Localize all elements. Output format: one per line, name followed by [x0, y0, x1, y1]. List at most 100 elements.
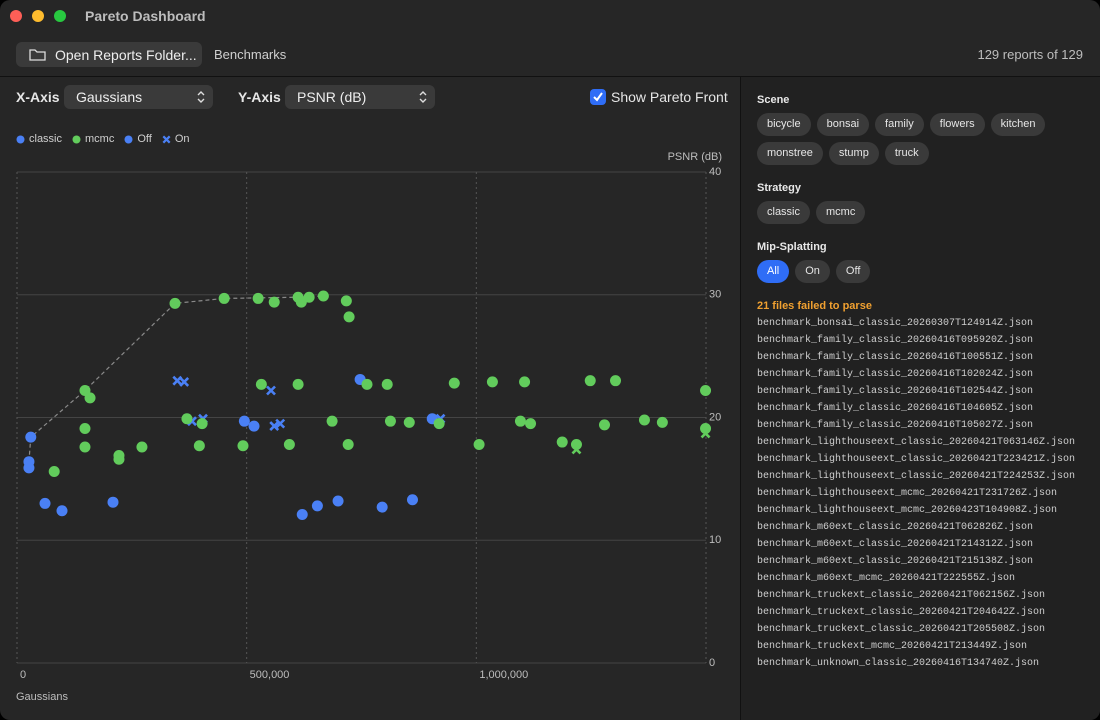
x-axis-select[interactable]: Gaussians [64, 85, 213, 109]
filter-chip[interactable]: All [757, 260, 790, 283]
error-file: benchmark_family_classic_20260416T105027… [757, 420, 1034, 431]
filter-chip[interactable]: monstree [757, 142, 823, 165]
mip-chips: All On Off [757, 260, 1077, 283]
legend-item: mcmc [72, 133, 114, 145]
point [179, 376, 190, 387]
point [403, 416, 415, 428]
point [525, 418, 537, 430]
pareto-checkbox[interactable] [590, 89, 606, 105]
x-axis-title: Gaussians [16, 691, 68, 703]
x-tick-label: 500,000 [250, 669, 290, 681]
error-file: benchmark_family_classic_20260416T102544… [757, 386, 1034, 397]
y-tick-label: 30 [709, 289, 721, 301]
select-value: Gaussians [76, 89, 143, 105]
legend-marker-shape [72, 135, 81, 143]
y-axis-title: PSNR (dB) [668, 151, 722, 163]
point [610, 375, 622, 387]
point [266, 385, 276, 396]
point [181, 413, 193, 425]
legend-marker [72, 135, 81, 143]
filter-chip[interactable]: bonsai [816, 113, 870, 136]
point [381, 378, 393, 390]
filter-chip[interactable]: stump [828, 142, 879, 165]
x-tick-label: 0 [20, 669, 26, 681]
point [433, 418, 445, 430]
point [340, 295, 352, 307]
window-title: Pareto Dashboard [85, 8, 206, 24]
point [700, 428, 711, 439]
report-count: 129 reports of 129 [977, 47, 1083, 62]
legend-label: Off [137, 133, 152, 145]
zoom-button[interactable] [54, 10, 66, 22]
strategy-chips: classic mcmc [757, 201, 1077, 224]
error-file: benchmark_lighthouseext_mcmc_20260423T10… [757, 505, 1058, 516]
error-file: benchmark_m60ext_classic_20260421T214312… [757, 539, 1034, 550]
point [295, 296, 307, 308]
error-file: benchmark_lighthouseext_mcmc_20260421T23… [757, 488, 1058, 499]
chevron [197, 91, 205, 103]
point [218, 292, 230, 304]
open-folder-button[interactable]: Open Reports Folder... [16, 42, 202, 67]
filter-chip[interactable]: bicycle [757, 113, 811, 136]
error-file: benchmark_m60ext_mcmc_20260421T222555Z.j… [757, 573, 1016, 584]
point [107, 496, 119, 508]
point [638, 414, 650, 426]
legend-item: classic [16, 133, 62, 145]
legend-item: On [162, 133, 190, 145]
legend-item: Off [124, 133, 152, 145]
error-file: benchmark_truckext_mcmc_20260421T213449Z… [757, 641, 1028, 652]
filter-chip[interactable]: mcmc [816, 201, 866, 224]
point [79, 441, 91, 453]
point [700, 384, 712, 396]
point [193, 440, 205, 452]
point [136, 441, 148, 453]
point [376, 501, 388, 513]
error-file-list: benchmark_bonsai_classic_20260307T124914… [757, 315, 1075, 672]
y-tick-label: 0 [709, 657, 715, 669]
point [486, 376, 498, 388]
error-file: benchmark_bonsai_classic_20260307T124914… [757, 318, 1034, 329]
point [275, 418, 286, 429]
point [332, 495, 344, 507]
legend-label: mcmc [85, 133, 115, 145]
error-file: benchmark_lighthouseext_classic_20260421… [757, 471, 1076, 482]
point [84, 392, 96, 404]
point [172, 375, 183, 386]
point [292, 378, 304, 390]
point [238, 415, 250, 427]
point [39, 497, 51, 509]
section-title: Strategy [757, 182, 802, 194]
point [448, 377, 460, 389]
button-label: Open Reports Folder... [55, 47, 197, 63]
error-file: benchmark_family_classic_20260416T100551… [757, 352, 1034, 363]
x-axis-label: X-Axis [16, 89, 60, 105]
filter-chip[interactable]: family [875, 113, 924, 136]
close-button[interactable] [10, 10, 22, 22]
error-file: benchmark_truckext_classic_20260421T2055… [757, 624, 1046, 635]
error-file: benchmark_truckext_classic_20260421T2046… [757, 607, 1046, 618]
select-value: PSNR (dB) [297, 89, 367, 105]
filter-chip[interactable]: truck [884, 142, 929, 165]
filter-chip[interactable]: flowers [929, 113, 985, 136]
pareto-label[interactable]: Show Pareto Front [611, 89, 728, 105]
tab[interactable]: Benchmarks [214, 47, 287, 62]
filter-chip[interactable]: Off [835, 260, 871, 283]
point [514, 415, 526, 427]
point [269, 421, 280, 432]
y-tick-label: 10 [709, 534, 721, 546]
error-file: benchmark_lighthouseext_classic_20260421… [757, 437, 1076, 448]
y-axis-select[interactable]: PSNR (dB) [285, 85, 435, 109]
point [519, 376, 531, 388]
minimize-button[interactable] [32, 10, 44, 22]
folder-icon [29, 49, 46, 61]
point [656, 416, 668, 428]
y-tick-label: 40 [709, 166, 721, 178]
error-title: 21 files failed to parse [757, 300, 872, 312]
point [23, 462, 35, 474]
filter-chip[interactable]: On [795, 260, 830, 283]
section-title: Mip-Splatting [757, 241, 827, 253]
legend-label: classic [29, 133, 63, 145]
filter-chip[interactable]: kitchen [990, 113, 1046, 136]
legend-marker [16, 135, 25, 143]
filter-chip[interactable]: classic [757, 201, 811, 224]
